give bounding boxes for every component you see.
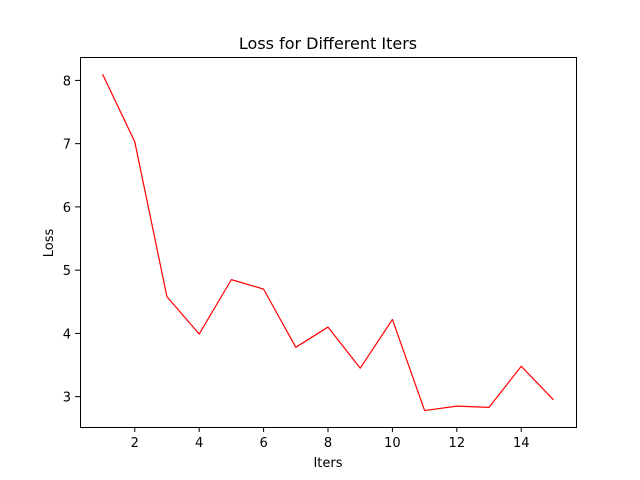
y-tick-label: 7 bbox=[63, 138, 71, 153]
y-axis: 3 4 5 6 7 8 bbox=[63, 74, 80, 406]
y-tick-label: 6 bbox=[63, 201, 71, 216]
chart-title: Loss for Different Iters bbox=[239, 34, 417, 53]
x-tick-label: 8 bbox=[324, 436, 332, 451]
x-axis-label: Iters bbox=[313, 456, 342, 471]
y-tick-label: 8 bbox=[63, 74, 71, 89]
x-tick-label: 10 bbox=[384, 436, 401, 451]
loss-series-line bbox=[102, 73, 554, 412]
x-axis: 2 4 6 8 10 12 14 bbox=[131, 427, 530, 451]
x-tick-label: 6 bbox=[259, 436, 267, 451]
x-tick-label: 14 bbox=[513, 436, 530, 451]
x-tick-label: 2 bbox=[131, 436, 139, 451]
x-tick-label: 4 bbox=[195, 436, 203, 451]
y-tick-label: 4 bbox=[63, 327, 71, 342]
y-tick-label: 3 bbox=[63, 391, 71, 406]
plot-area bbox=[102, 73, 554, 412]
plot-frame bbox=[80, 57, 577, 428]
y-axis-label: Loss bbox=[42, 229, 57, 258]
y-tick-label: 5 bbox=[63, 264, 71, 279]
x-tick-label: 12 bbox=[449, 436, 466, 451]
